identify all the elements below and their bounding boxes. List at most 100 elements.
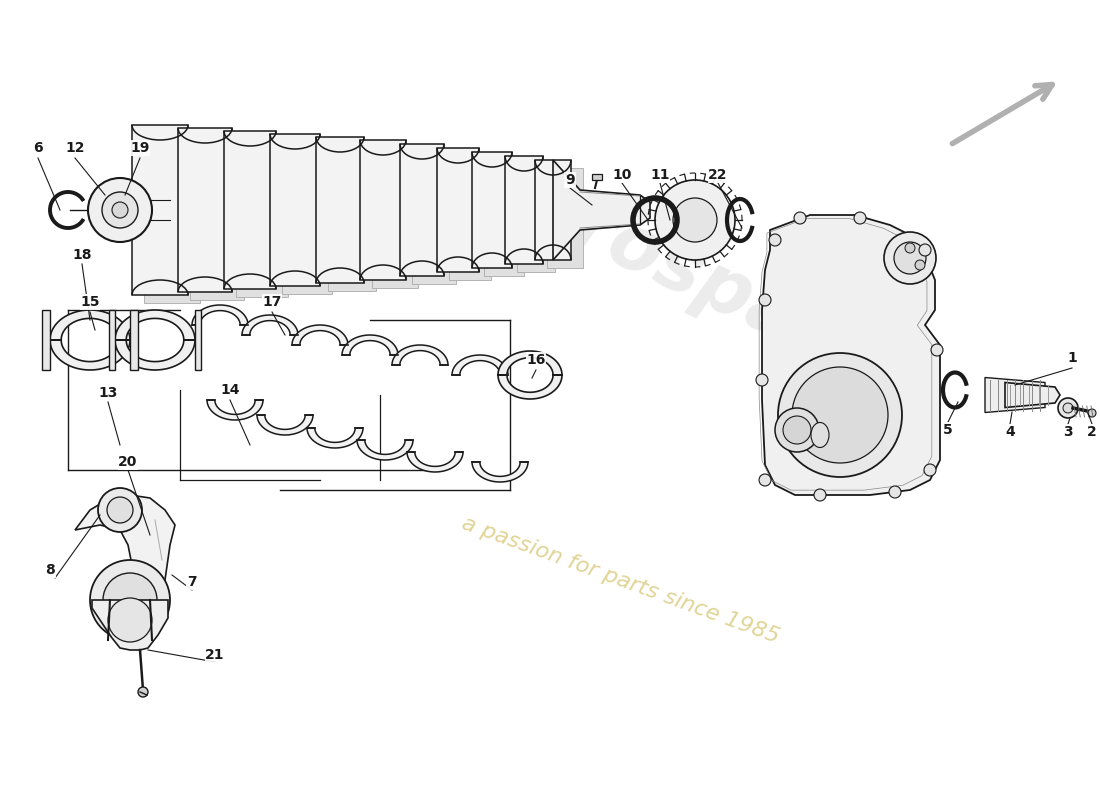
Text: 20: 20 bbox=[119, 455, 138, 469]
Circle shape bbox=[112, 202, 128, 218]
Circle shape bbox=[794, 212, 806, 224]
Circle shape bbox=[884, 232, 936, 284]
Text: 13: 13 bbox=[98, 386, 118, 400]
Circle shape bbox=[792, 367, 888, 463]
Polygon shape bbox=[358, 440, 412, 460]
Polygon shape bbox=[292, 325, 348, 345]
Polygon shape bbox=[92, 600, 168, 650]
Polygon shape bbox=[342, 335, 398, 355]
Polygon shape bbox=[984, 378, 1045, 413]
Text: 6: 6 bbox=[33, 141, 43, 155]
Text: a passion for parts since 1985: a passion for parts since 1985 bbox=[459, 513, 781, 647]
Polygon shape bbox=[400, 144, 444, 276]
Circle shape bbox=[776, 408, 820, 452]
Circle shape bbox=[98, 488, 142, 532]
Polygon shape bbox=[762, 215, 940, 495]
Polygon shape bbox=[437, 148, 478, 272]
Circle shape bbox=[1058, 398, 1078, 418]
Polygon shape bbox=[547, 168, 583, 268]
Polygon shape bbox=[109, 310, 116, 370]
Polygon shape bbox=[178, 128, 232, 292]
Circle shape bbox=[918, 244, 931, 256]
Polygon shape bbox=[307, 428, 363, 448]
Circle shape bbox=[894, 242, 926, 274]
Polygon shape bbox=[1005, 382, 1060, 407]
Polygon shape bbox=[392, 345, 448, 365]
Polygon shape bbox=[130, 310, 138, 370]
Polygon shape bbox=[242, 315, 298, 335]
Polygon shape bbox=[282, 142, 332, 294]
Circle shape bbox=[814, 489, 826, 501]
Text: 7: 7 bbox=[187, 575, 197, 589]
Circle shape bbox=[1063, 403, 1072, 413]
Polygon shape bbox=[116, 340, 195, 370]
Text: 22: 22 bbox=[708, 168, 728, 182]
Polygon shape bbox=[592, 174, 602, 180]
Text: 16: 16 bbox=[526, 353, 546, 367]
Polygon shape bbox=[50, 310, 130, 340]
Text: 19: 19 bbox=[130, 141, 150, 155]
Circle shape bbox=[759, 294, 771, 306]
Polygon shape bbox=[270, 134, 320, 286]
Polygon shape bbox=[553, 160, 650, 260]
Circle shape bbox=[88, 178, 152, 242]
Text: 8: 8 bbox=[45, 563, 55, 577]
Circle shape bbox=[108, 598, 152, 642]
Ellipse shape bbox=[811, 422, 829, 447]
Text: 15: 15 bbox=[80, 295, 100, 309]
Circle shape bbox=[654, 180, 735, 260]
Polygon shape bbox=[42, 310, 50, 370]
Polygon shape bbox=[535, 160, 571, 260]
Polygon shape bbox=[132, 125, 188, 295]
Polygon shape bbox=[192, 305, 248, 325]
Circle shape bbox=[107, 497, 133, 523]
Circle shape bbox=[90, 560, 170, 640]
Polygon shape bbox=[407, 452, 463, 472]
Text: eurospares: eurospares bbox=[465, 145, 934, 415]
Polygon shape bbox=[472, 152, 512, 268]
Polygon shape bbox=[484, 160, 524, 276]
Circle shape bbox=[103, 573, 157, 627]
Polygon shape bbox=[452, 355, 508, 375]
Circle shape bbox=[931, 344, 943, 356]
Polygon shape bbox=[50, 340, 130, 370]
Text: 12: 12 bbox=[65, 141, 85, 155]
Polygon shape bbox=[360, 140, 406, 280]
Polygon shape bbox=[316, 137, 364, 283]
Polygon shape bbox=[517, 164, 556, 272]
Text: 9: 9 bbox=[565, 173, 575, 187]
Circle shape bbox=[915, 260, 925, 270]
Text: 14: 14 bbox=[220, 383, 240, 397]
Circle shape bbox=[138, 687, 148, 697]
Circle shape bbox=[889, 486, 901, 498]
Polygon shape bbox=[195, 310, 201, 370]
Text: 10: 10 bbox=[613, 168, 631, 182]
Polygon shape bbox=[236, 139, 288, 297]
Text: 17: 17 bbox=[262, 295, 282, 309]
Polygon shape bbox=[207, 400, 263, 420]
Text: 5: 5 bbox=[943, 423, 953, 437]
Circle shape bbox=[102, 192, 138, 228]
Polygon shape bbox=[257, 415, 314, 435]
Circle shape bbox=[1088, 409, 1096, 417]
Text: 1: 1 bbox=[1067, 351, 1077, 365]
Polygon shape bbox=[505, 156, 543, 264]
Polygon shape bbox=[472, 462, 528, 482]
Text: 18: 18 bbox=[73, 248, 91, 262]
Polygon shape bbox=[116, 310, 195, 340]
Circle shape bbox=[756, 374, 768, 386]
Circle shape bbox=[783, 416, 811, 444]
Text: 2: 2 bbox=[1087, 425, 1097, 439]
Circle shape bbox=[905, 243, 915, 253]
Polygon shape bbox=[190, 136, 244, 300]
Circle shape bbox=[854, 212, 866, 224]
Text: 4: 4 bbox=[1005, 425, 1015, 439]
Polygon shape bbox=[449, 156, 491, 280]
Polygon shape bbox=[328, 145, 376, 291]
Polygon shape bbox=[412, 152, 456, 284]
Polygon shape bbox=[372, 148, 418, 288]
Circle shape bbox=[673, 198, 717, 242]
Polygon shape bbox=[498, 375, 562, 399]
Polygon shape bbox=[498, 351, 562, 375]
Circle shape bbox=[769, 234, 781, 246]
